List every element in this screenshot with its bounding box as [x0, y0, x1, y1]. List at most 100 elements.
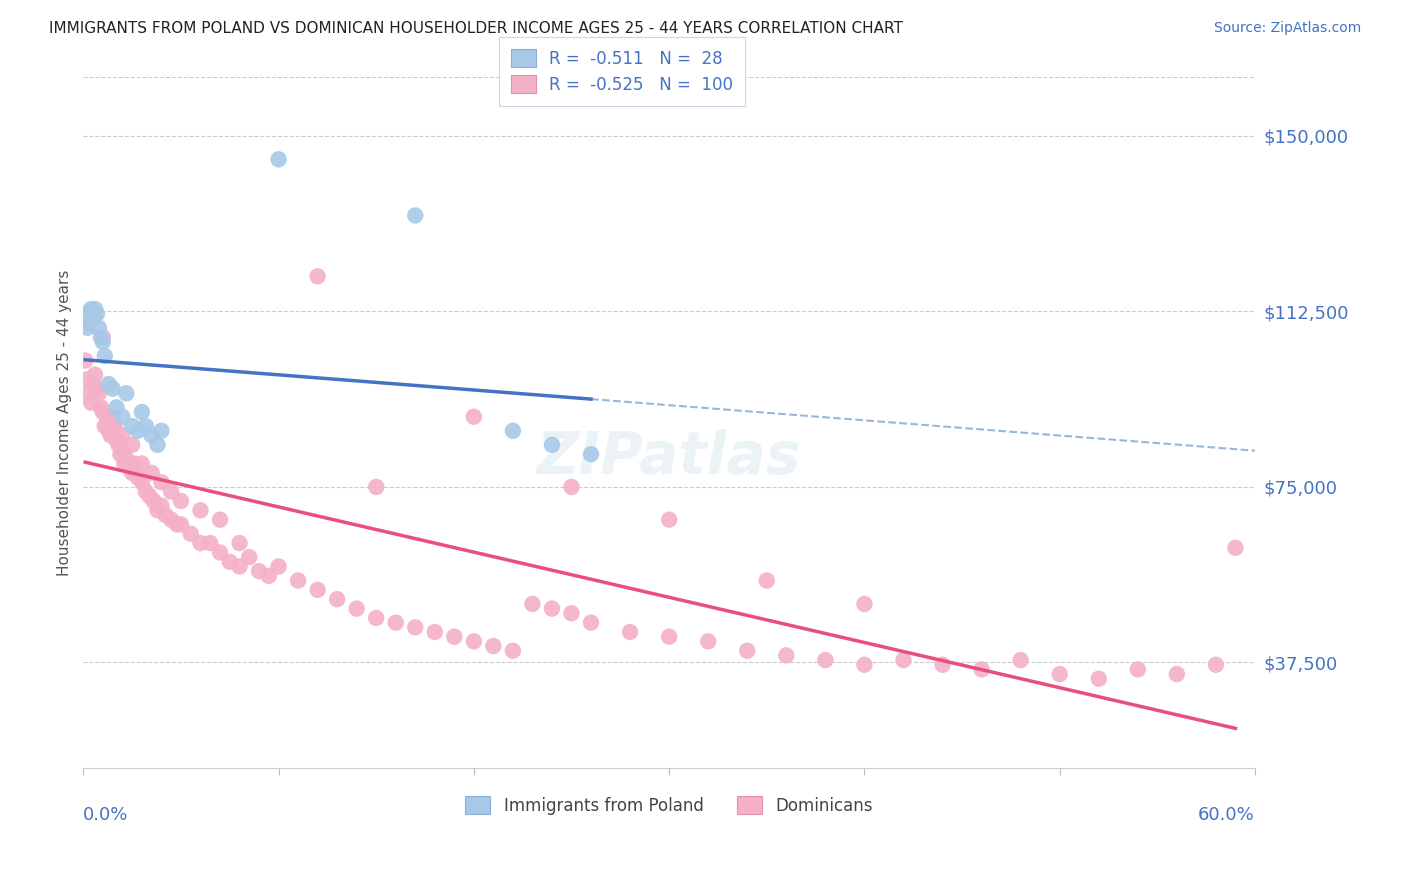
Point [404, 209, 426, 223]
Point [541, 601, 564, 615]
Point [1087, 672, 1109, 686]
Point [170, 517, 193, 532]
Point [218, 555, 240, 569]
Point [103, 419, 125, 434]
Point [814, 653, 837, 667]
Point [77, 386, 100, 401]
Point [125, 466, 148, 480]
Point [228, 559, 250, 574]
Point [101, 409, 124, 424]
Point [141, 466, 163, 480]
Point [404, 620, 426, 634]
Point [522, 597, 544, 611]
Point [190, 503, 212, 517]
Point [121, 466, 143, 480]
Point [135, 484, 157, 499]
Point [141, 428, 163, 442]
Point [94, 419, 117, 434]
Point [166, 517, 188, 532]
Point [111, 409, 134, 424]
Point [200, 536, 222, 550]
Point [267, 559, 290, 574]
Point [97, 424, 120, 438]
Point [160, 513, 183, 527]
Point [82, 376, 104, 391]
Point [77, 316, 100, 330]
Text: ZIPatlas: ZIPatlas [537, 428, 801, 485]
Point [80, 395, 103, 409]
Point [775, 648, 797, 663]
Point [1166, 667, 1188, 681]
Point [463, 634, 485, 648]
Point [1010, 653, 1032, 667]
Point [155, 508, 177, 522]
Point [346, 601, 368, 615]
Point [131, 405, 153, 419]
Point [87, 386, 110, 401]
Point [307, 269, 329, 284]
Point [1126, 662, 1149, 676]
Point [1205, 657, 1227, 672]
Text: IMMIGRANTS FROM POLAND VS DOMINICAN HOUSEHOLDER INCOME AGES 25 - 44 YEARS CORREL: IMMIGRANTS FROM POLAND VS DOMINICAN HOUS… [49, 21, 903, 37]
Point [115, 451, 138, 466]
Point [366, 611, 388, 625]
Point [287, 574, 309, 588]
Point [502, 424, 524, 438]
Point [755, 574, 778, 588]
Point [970, 662, 993, 676]
Point [560, 480, 582, 494]
Point [112, 457, 135, 471]
Point [735, 643, 758, 657]
Point [267, 153, 290, 167]
Point [366, 480, 388, 494]
Point [1225, 541, 1247, 555]
Point [658, 630, 681, 644]
Text: 0.0%: 0.0% [83, 805, 129, 823]
Point [91, 330, 114, 344]
Point [170, 494, 193, 508]
Point [111, 442, 134, 457]
Point [90, 330, 112, 344]
Point [91, 334, 114, 349]
Point [76, 372, 98, 386]
Point [94, 349, 117, 363]
Point [127, 424, 149, 438]
Point [101, 414, 124, 428]
Point [150, 475, 173, 490]
Point [482, 639, 505, 653]
Point [97, 376, 120, 391]
Point [127, 470, 149, 484]
Point [115, 386, 138, 401]
Point [101, 382, 124, 396]
Point [131, 475, 153, 490]
Point [121, 419, 143, 434]
Point [423, 625, 446, 640]
Point [84, 368, 107, 382]
Point [146, 438, 169, 452]
Point [658, 513, 681, 527]
Point [121, 438, 143, 452]
Y-axis label: Householder Income Ages 25 - 44 years: Householder Income Ages 25 - 44 years [58, 269, 72, 575]
Point [117, 457, 139, 471]
Point [443, 630, 465, 644]
Point [86, 307, 108, 321]
Point [75, 353, 97, 368]
Point [326, 592, 349, 607]
Point [307, 582, 329, 597]
Point [579, 447, 602, 461]
Point [541, 438, 564, 452]
Point [80, 302, 103, 317]
Point [138, 489, 160, 503]
Point [560, 607, 582, 621]
Legend: Immigrants from Poland, Dominicans: Immigrants from Poland, Dominicans [458, 789, 880, 822]
Point [105, 401, 128, 415]
Point [131, 457, 153, 471]
Point [853, 657, 876, 672]
Point [893, 653, 915, 667]
Point [105, 433, 128, 447]
Point [208, 513, 231, 527]
Point [150, 424, 173, 438]
Point [697, 634, 720, 648]
Point [502, 643, 524, 657]
Point [931, 657, 953, 672]
